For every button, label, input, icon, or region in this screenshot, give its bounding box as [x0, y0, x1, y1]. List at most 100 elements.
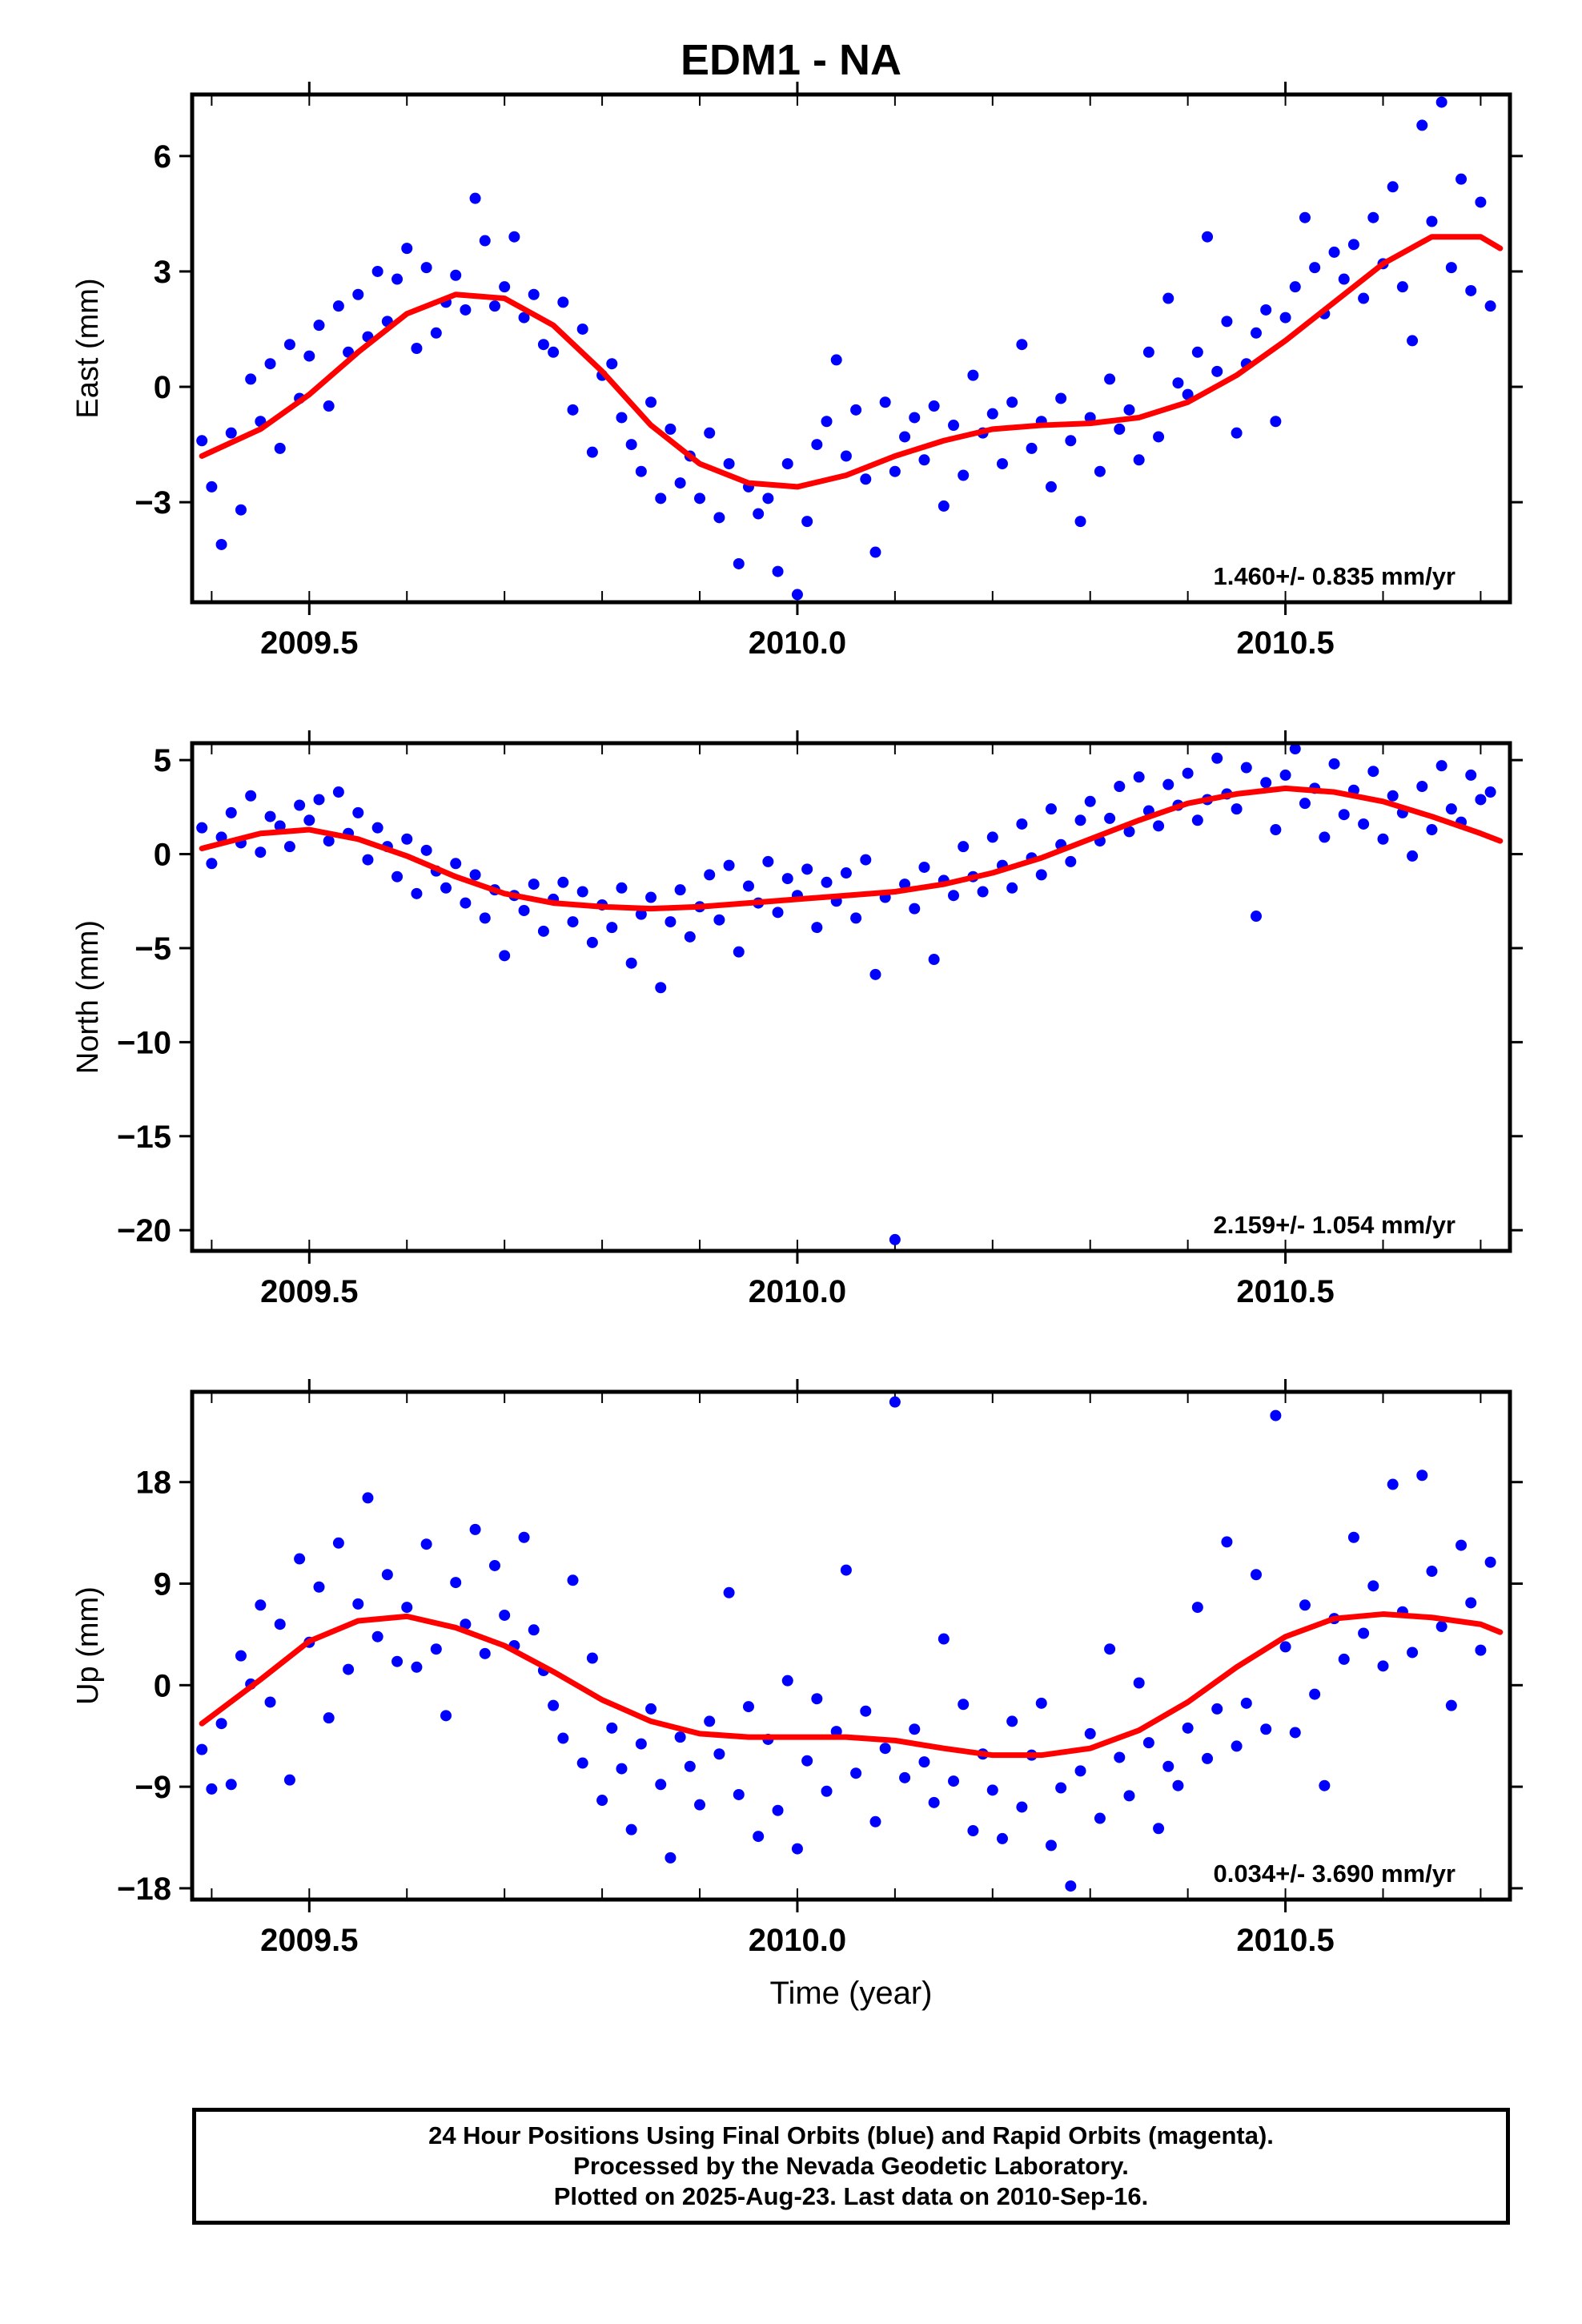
data-point [821, 876, 833, 888]
data-point [420, 262, 432, 274]
data-point [391, 273, 404, 285]
data-point [1191, 346, 1203, 358]
data-point [1172, 1779, 1184, 1791]
data-point [1377, 1660, 1389, 1672]
data-point [294, 799, 306, 811]
data-point [479, 912, 491, 924]
data-point [1445, 803, 1457, 815]
data-point [958, 1699, 970, 1711]
data-point [576, 323, 588, 335]
data-point [762, 493, 774, 505]
data-point [889, 465, 901, 477]
data-point [801, 863, 813, 875]
data-point [332, 786, 344, 798]
data-point [616, 1763, 628, 1775]
data-point [1123, 1790, 1135, 1802]
data-point [996, 458, 1008, 470]
data-point [576, 1757, 588, 1769]
data-point [1358, 292, 1370, 304]
data-point [928, 1796, 940, 1808]
data-point [1191, 1602, 1203, 1614]
data-point [1104, 1643, 1116, 1655]
data-point [1055, 1782, 1067, 1794]
data-point [537, 339, 549, 351]
data-point [1435, 1621, 1447, 1633]
data-point [469, 869, 481, 881]
data-point [460, 1618, 472, 1630]
data-point [264, 810, 276, 822]
data-point [948, 890, 960, 902]
data-point [401, 1602, 413, 1614]
data-point [918, 1756, 930, 1768]
data-point [625, 439, 637, 451]
figure: 2009.5 2010.0 2010.5 6 3 0 −3 1.460+/- 0.835 mm… [71, 82, 1523, 2011]
data-point [645, 1703, 657, 1715]
data-point [665, 916, 677, 928]
data-point [1035, 869, 1047, 881]
data-point [791, 1843, 803, 1855]
data-point [1182, 388, 1194, 400]
data-point [420, 844, 432, 856]
data-point [879, 1743, 891, 1755]
data-point [381, 1569, 393, 1581]
data-point [625, 1823, 637, 1835]
data-point [840, 867, 852, 879]
data-point [948, 420, 960, 432]
data-point [518, 904, 530, 916]
data-point [1319, 831, 1331, 843]
data-point [713, 1748, 725, 1760]
rate-annotation: 2.159+/- 1.054 mm/yr [1214, 1211, 1456, 1239]
data-point [323, 835, 335, 847]
data-point [967, 1825, 979, 1837]
data-point [645, 396, 657, 408]
data-point [830, 354, 842, 366]
data-point [401, 243, 413, 255]
data-point [303, 814, 315, 826]
y-tick-label: 3 [154, 255, 171, 290]
data-point [811, 439, 823, 451]
data-point [986, 408, 998, 420]
data-point [869, 546, 881, 558]
data-point [1319, 1779, 1331, 1791]
data-point [1407, 1647, 1419, 1659]
data-point [352, 806, 364, 818]
data-point [1367, 211, 1379, 223]
data-point [528, 879, 540, 891]
data-point [733, 557, 745, 569]
data-point [655, 1779, 667, 1791]
y-tick-label: 0 [154, 838, 171, 873]
data-point [313, 320, 325, 332]
data-point [235, 1650, 247, 1662]
data-point [860, 473, 872, 485]
data-point [655, 982, 667, 994]
data-point [440, 882, 452, 894]
data-point [1328, 758, 1340, 770]
plot-frame [190, 1389, 1512, 1902]
data-point [860, 854, 872, 866]
data-point [1347, 1531, 1359, 1543]
data-point [869, 1815, 881, 1827]
data-point [283, 339, 295, 351]
data-point [1338, 273, 1350, 285]
data-point [586, 1652, 598, 1664]
data-point [1035, 1697, 1047, 1709]
data-point [1114, 1751, 1126, 1763]
data-point [206, 1783, 218, 1795]
data-point [781, 458, 793, 470]
data-point [635, 1738, 647, 1750]
data-point [1270, 824, 1282, 836]
data-point [264, 1696, 276, 1708]
fit-curve [199, 234, 1504, 490]
data-point [742, 1701, 754, 1713]
data-point [1484, 300, 1496, 312]
data-point [1358, 818, 1370, 830]
data-point [371, 1630, 383, 1642]
data-point [567, 1574, 579, 1586]
data-point [811, 922, 823, 934]
data-layer [196, 1396, 1504, 1892]
y-axis-label: Up (mm) [71, 1586, 105, 1705]
data-point [1133, 771, 1145, 783]
data-point [791, 589, 803, 601]
data-point [1211, 365, 1223, 377]
data-point [283, 1774, 295, 1786]
